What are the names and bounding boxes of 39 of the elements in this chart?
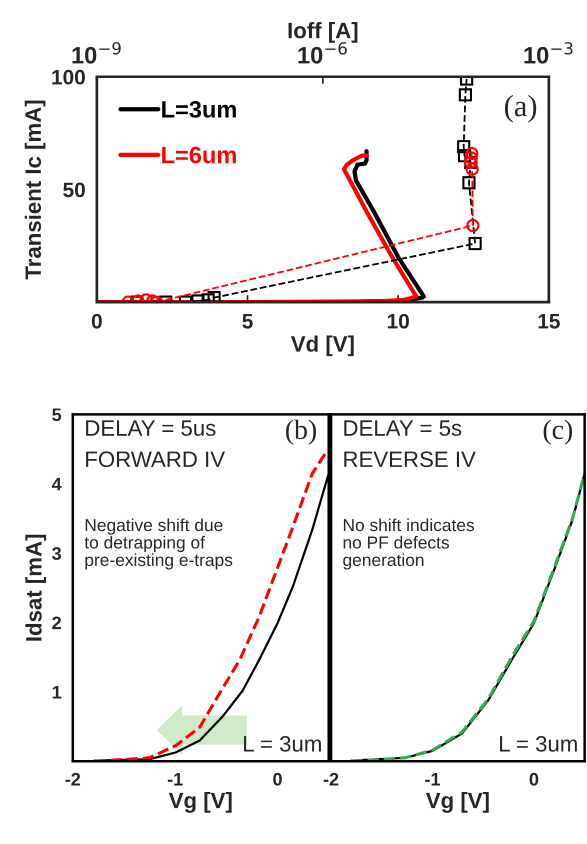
y-tick-label: 3 <box>52 547 62 560</box>
y-tick-label: 1 <box>52 686 62 698</box>
y-axis-title: Idsat [mA] <box>25 534 46 641</box>
annotation: REVERSE IV <box>344 451 476 468</box>
annotation: No shift indicates no PF defects generation <box>343 518 474 570</box>
annotation: (a) <box>504 94 536 123</box>
x-axis-title: Vg [V] <box>168 792 232 813</box>
annotation: L = 3um <box>500 736 577 752</box>
annotation: Negative shift due to detrapping of pre-existing e-traps <box>84 518 232 570</box>
y-tick-label: 4 <box>52 478 62 490</box>
x-tick-label: 0 <box>273 772 282 786</box>
annotation: DELAY = 5s <box>344 420 462 436</box>
annotation: (c) <box>544 420 572 445</box>
x-tick-label: -2 <box>65 772 80 786</box>
y-axis-title: Transient Ic [mA] <box>24 100 46 280</box>
x-axis-title: Vg [V] <box>426 792 489 813</box>
annotation: FORWARD IV <box>86 451 225 468</box>
y-tick-label: 5 <box>52 408 62 422</box>
x-tick-label: -2 <box>324 772 338 786</box>
y-tick-label: 2 <box>52 616 61 630</box>
y-tick-label: 100 <box>52 70 85 85</box>
annotation: (b) <box>286 420 316 445</box>
legend-label: L=6um <box>162 146 236 164</box>
x2-tick-label: 10$^{−6}$ <box>298 42 347 64</box>
x2-tick-label: 10$^{−9}$ <box>72 42 121 64</box>
x-tick-label: 10 <box>388 314 409 329</box>
x-tick-label: 5 <box>242 314 253 329</box>
x2-axis-title: Ioff [A] <box>288 22 358 43</box>
y-tick-label: 50 <box>63 182 85 198</box>
x2-tick-label: 10$^{−3}$ <box>524 42 573 64</box>
annotation: L = 3um <box>244 736 321 752</box>
x-tick-label: 15 <box>538 314 560 329</box>
x-tick-label: -1 <box>425 773 440 786</box>
annotation: DELAY = 5us <box>86 420 216 436</box>
x-tick-label: 0 <box>530 772 538 786</box>
x-tick-label: -1 <box>168 773 183 786</box>
x-tick-label: 0 <box>92 314 102 329</box>
x-axis-title: Vd [V] <box>290 335 354 356</box>
legend-label: L=3um <box>162 101 236 118</box>
